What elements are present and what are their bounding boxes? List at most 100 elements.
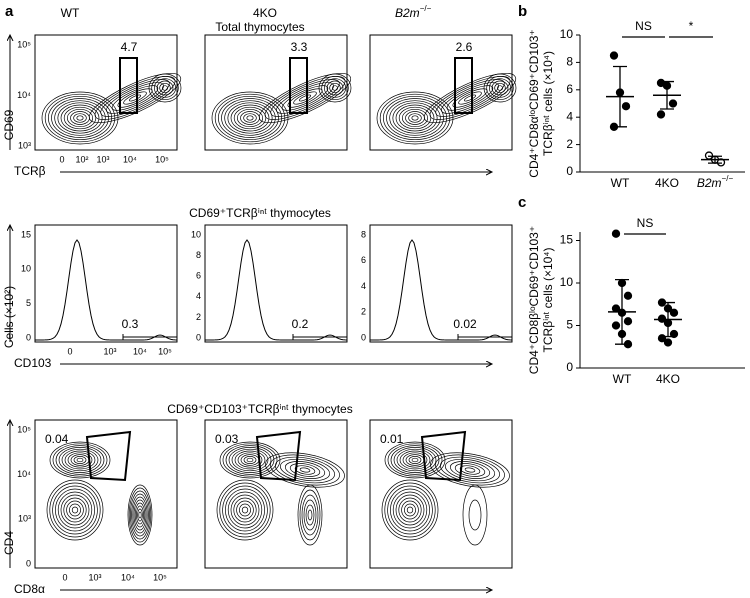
y-axis-label: CD69 bbox=[2, 109, 16, 140]
contour bbox=[66, 500, 84, 520]
contour bbox=[301, 494, 319, 536]
contour bbox=[392, 102, 438, 134]
x-tick-label: 0 bbox=[67, 346, 72, 356]
contour bbox=[51, 98, 109, 138]
gate-value: 0.04 bbox=[45, 432, 69, 446]
group-label: B2m−/− bbox=[395, 4, 432, 20]
contour bbox=[243, 456, 257, 464]
contour bbox=[233, 106, 267, 130]
contour bbox=[239, 503, 251, 517]
gate bbox=[122, 334, 178, 340]
y-tick-label: 15 bbox=[21, 229, 31, 239]
contour bbox=[231, 448, 269, 472]
contour bbox=[237, 452, 263, 468]
contour bbox=[236, 108, 264, 128]
contour bbox=[161, 85, 169, 91]
contour bbox=[148, 73, 182, 103]
plot-frame bbox=[369, 419, 513, 569]
x-tick-label: 10⁴ bbox=[133, 346, 147, 356]
contour bbox=[483, 73, 517, 103]
contour bbox=[106, 82, 164, 114]
group-label: WT bbox=[61, 6, 80, 20]
contour bbox=[411, 115, 419, 121]
contour bbox=[444, 458, 496, 482]
data-point bbox=[663, 338, 673, 347]
contour bbox=[138, 511, 142, 519]
contour bbox=[398, 497, 422, 523]
contour bbox=[136, 505, 144, 525]
contour bbox=[63, 106, 97, 130]
contour bbox=[73, 113, 87, 123]
comparison-label: NS bbox=[635, 19, 652, 33]
x-tick-label: 10² bbox=[75, 154, 88, 164]
y-tick-label: 4 bbox=[196, 291, 201, 301]
gate bbox=[119, 57, 138, 114]
contour bbox=[216, 479, 274, 541]
group-label: 4KO bbox=[656, 372, 680, 386]
contour bbox=[491, 80, 509, 96]
x-tick-label: 10³ bbox=[88, 572, 101, 582]
y-axis-label: CD4⁺CD8αˡᵒCD69⁺CD103⁺ bbox=[527, 29, 541, 177]
contour bbox=[228, 447, 272, 473]
contour bbox=[401, 500, 419, 520]
y-tick-label: 2 bbox=[196, 312, 201, 322]
contour bbox=[137, 508, 143, 522]
plot-frame bbox=[34, 224, 178, 343]
contour bbox=[222, 443, 278, 477]
contour bbox=[151, 75, 179, 101]
gate-value: 0.03 bbox=[215, 432, 239, 446]
contour bbox=[289, 463, 321, 477]
contour bbox=[323, 78, 347, 98]
contour bbox=[408, 456, 422, 464]
contour bbox=[73, 456, 87, 464]
group-name: WT bbox=[611, 176, 630, 190]
gate-value: 4.7 bbox=[121, 40, 138, 54]
y-tick-label: 6 bbox=[196, 271, 201, 281]
contour bbox=[128, 487, 152, 543]
contour bbox=[58, 447, 102, 473]
contour bbox=[241, 506, 249, 514]
histogram bbox=[369, 239, 513, 341]
group-label: 4KO bbox=[655, 176, 679, 190]
contour bbox=[76, 115, 84, 121]
contour bbox=[459, 465, 481, 475]
contour bbox=[130, 490, 150, 540]
gate-value: 0.02 bbox=[453, 317, 477, 331]
y-axis-label: CD4⁺CD8βˡᵒCD69⁺CD103⁺ bbox=[527, 226, 541, 374]
contour bbox=[318, 73, 352, 103]
contour bbox=[55, 488, 95, 532]
contour bbox=[299, 467, 311, 473]
y-tick-label: 0 bbox=[566, 164, 573, 178]
contour bbox=[326, 80, 344, 96]
data-point bbox=[657, 314, 667, 323]
contour bbox=[299, 489, 321, 541]
y-tick-label: 10 bbox=[560, 275, 574, 289]
contour bbox=[221, 98, 279, 138]
contour bbox=[131, 493, 149, 537]
x-tick-label: 0 bbox=[59, 154, 64, 164]
contour bbox=[217, 95, 283, 141]
y-tick-label: 8 bbox=[361, 229, 366, 239]
contour bbox=[404, 503, 416, 517]
y-tick-label: 5 bbox=[566, 318, 573, 332]
x-tick-label: 10⁴ bbox=[123, 154, 137, 164]
contour bbox=[49, 482, 101, 538]
contour bbox=[382, 95, 448, 141]
contour bbox=[387, 485, 433, 535]
contour bbox=[440, 456, 500, 484]
contour bbox=[128, 94, 142, 102]
contour bbox=[398, 106, 432, 130]
data-point bbox=[609, 51, 619, 60]
contour bbox=[211, 91, 289, 145]
y-tick-label: 4 bbox=[566, 109, 573, 123]
contour bbox=[305, 504, 315, 526]
row-title: Total thymocytes bbox=[215, 20, 304, 34]
contour bbox=[60, 104, 100, 132]
contour bbox=[376, 91, 454, 145]
x-tick-label: 10⁴ bbox=[121, 572, 135, 582]
contour bbox=[219, 482, 271, 538]
y-tick-label: 10⁴ bbox=[17, 90, 31, 100]
group-name: 4KO bbox=[655, 176, 679, 190]
y-tick-label: 10³ bbox=[18, 140, 31, 150]
